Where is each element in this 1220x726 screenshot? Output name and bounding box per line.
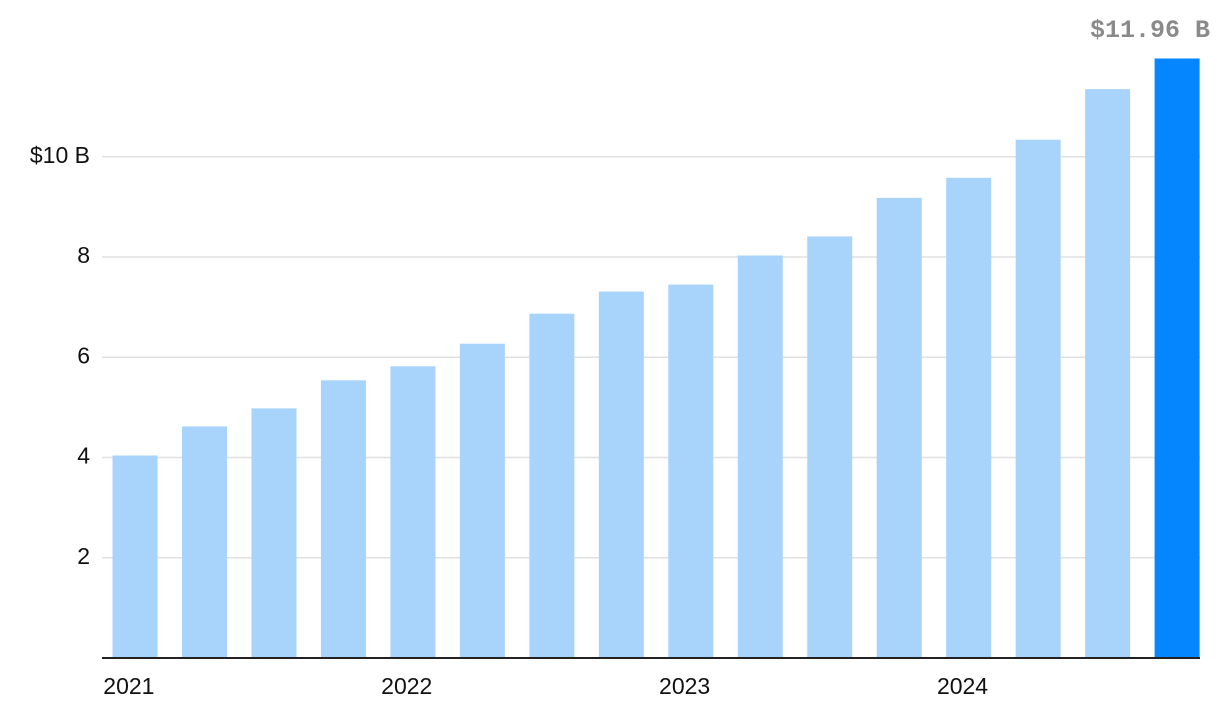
x-tick-label: 2023 — [659, 673, 710, 699]
x-tick-label: 2024 — [937, 673, 988, 699]
bar — [946, 177, 992, 659]
bar — [1154, 58, 1200, 658]
bar — [459, 343, 505, 658]
bar — [737, 255, 783, 658]
bar — [1015, 139, 1061, 658]
bar — [390, 366, 436, 658]
y-tick-label: 8 — [77, 242, 90, 268]
bar — [320, 380, 366, 658]
bar — [1085, 89, 1131, 659]
bar — [876, 197, 922, 659]
y-tick-label: 6 — [77, 342, 90, 368]
bar — [251, 408, 297, 658]
y-tick-label: 4 — [77, 443, 90, 469]
bar — [112, 455, 158, 658]
bar — [529, 313, 575, 658]
y-tick-label: $10 B — [30, 142, 90, 168]
bar — [668, 284, 714, 658]
x-tick-label: 2021 — [103, 673, 154, 699]
bar — [182, 426, 228, 658]
x-tick-label: 2022 — [381, 673, 432, 699]
bar — [807, 236, 853, 659]
bar — [598, 291, 644, 658]
value-label: $11.96 B — [1090, 16, 1210, 45]
y-tick-label: 2 — [77, 543, 90, 569]
